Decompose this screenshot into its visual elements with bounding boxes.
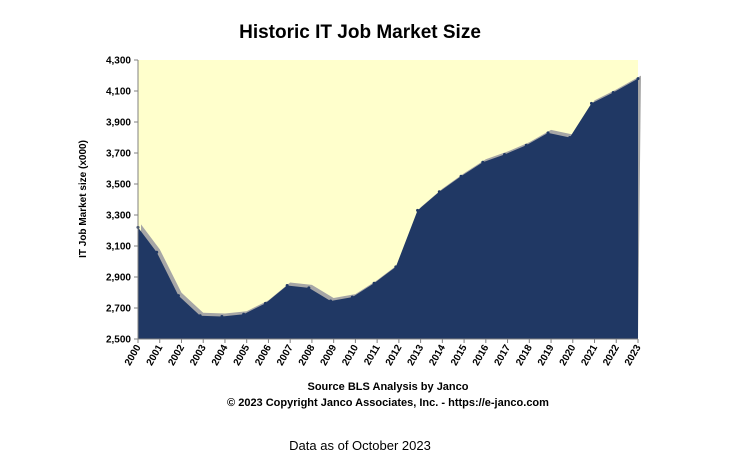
data-point-2002 [176, 294, 180, 298]
x-tick-label: 2013 [406, 343, 427, 368]
x-tick-label: 2000 [123, 343, 144, 368]
series-layer [136, 75, 641, 339]
y-tick-label: 3,700 [106, 149, 131, 160]
x-tick-label: 2012 [384, 343, 405, 368]
x-tick-label: 2019 [536, 343, 557, 368]
x-tick-label: 2004 [210, 343, 231, 368]
series-area [138, 78, 638, 339]
y-axis-ticks: 2,500 2,700 2,900 3,100 3,300 3,500 3,700 3,900… [106, 56, 138, 346]
x-tick-label: 2007 [275, 343, 296, 368]
x-axis-ticks: 2000 2001 2002 2003 2004 2005 2006 2007 2008 2009… [123, 339, 644, 368]
y-tick-label: 3,900 [106, 118, 131, 129]
x-tick-label: 2021 [579, 343, 600, 368]
y-tick-label: 2,500 [106, 335, 131, 346]
x-tick-label: 2017 [493, 343, 514, 368]
data-point-2021 [589, 101, 593, 105]
data-point-2007 [285, 284, 289, 288]
y-tick-label: 3,500 [106, 180, 131, 191]
y-tick-label: 2,900 [106, 273, 131, 284]
x-tick-label: 2008 [297, 343, 318, 368]
data-point-2013 [416, 208, 420, 212]
plot-area [136, 60, 641, 340]
data-point-2004 [220, 315, 224, 319]
y-tick-label: 4,300 [106, 56, 131, 67]
data-point-2012 [394, 265, 398, 269]
y-tick-label: 2,700 [106, 304, 131, 315]
data-point-2008 [307, 286, 311, 290]
x-tick-label: 2003 [188, 343, 209, 368]
chart-title: Historic IT Job Market Size [239, 22, 481, 43]
x-tick-label: 2006 [253, 343, 274, 368]
y-tick-label: 3,300 [106, 211, 131, 222]
data-point-2014 [437, 190, 441, 194]
x-tick-label: 2015 [449, 343, 470, 368]
source-line: Source BLS Analysis by Janco [308, 381, 469, 393]
x-tick-label: 2005 [232, 343, 253, 368]
x-tick-label: 2014 [427, 343, 448, 368]
x-tick-label: 2009 [319, 343, 340, 368]
x-tick-label: 2010 [340, 343, 361, 368]
data-point-2022 [611, 91, 615, 95]
data-point-2011 [372, 281, 376, 285]
data-point-2017 [503, 153, 507, 157]
data-date-footnote: Data as of October 2023 [289, 438, 431, 453]
data-point-2015 [459, 174, 463, 178]
data-point-2006 [263, 301, 267, 305]
data-point-2019 [546, 131, 550, 135]
data-point-2005 [242, 312, 246, 316]
x-tick-label: 2011 [362, 343, 383, 368]
x-tick-label: 2023 [623, 343, 644, 368]
x-tick-label: 2002 [166, 343, 187, 368]
y-tick-label: 3,100 [106, 242, 131, 253]
data-point-2023 [636, 77, 640, 81]
data-point-2003 [198, 314, 202, 318]
data-point-2018 [524, 143, 528, 147]
x-tick-label: 2022 [601, 343, 622, 368]
data-point-2016 [481, 160, 485, 164]
data-point-2020 [568, 136, 572, 139]
x-tick-label: 2001 [145, 343, 166, 368]
x-tick-label: 2020 [558, 343, 579, 368]
copyright-line: © 2023 Copyright Janco Associates, Inc. … [227, 397, 549, 409]
data-point-2009 [329, 299, 333, 303]
data-point-2010 [350, 295, 354, 299]
data-point-2001 [155, 250, 159, 254]
y-tick-label: 4,100 [106, 87, 131, 98]
x-tick-label: 2016 [471, 343, 492, 368]
x-tick-label: 2018 [514, 343, 535, 368]
y-axis-label: IT Job Market size (x000) [78, 140, 89, 258]
